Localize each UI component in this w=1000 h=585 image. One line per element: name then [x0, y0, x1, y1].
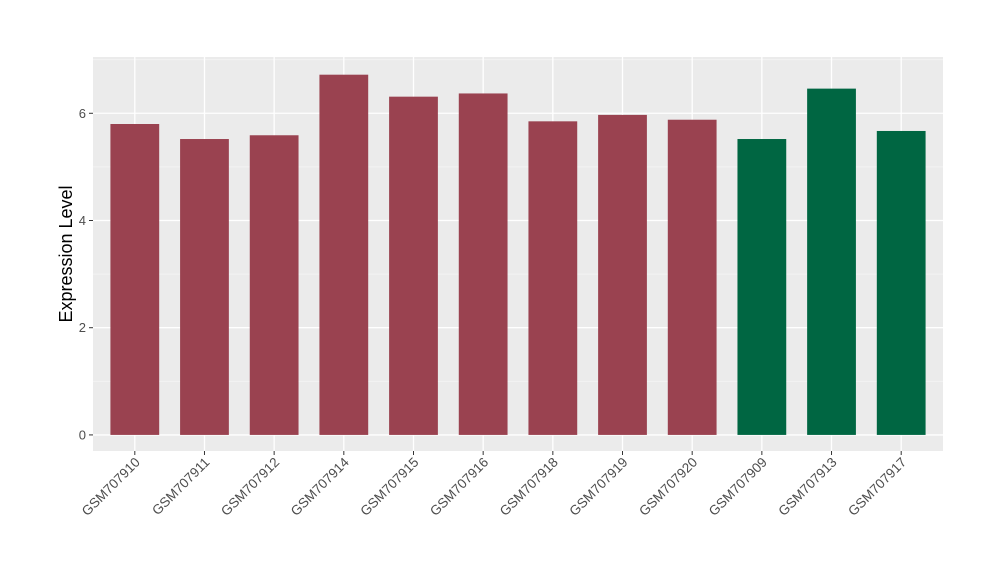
y-tick-label: 2 [79, 320, 86, 335]
bar-GSM707909 [737, 139, 787, 435]
bar-GSM707914 [319, 74, 369, 435]
y-tick-label: 0 [79, 427, 86, 442]
bar-GSM707915 [389, 96, 438, 435]
x-tick-label: GSM707916 [427, 455, 491, 519]
bar-GSM707912 [249, 135, 299, 435]
bar-GSM707920 [667, 119, 717, 435]
plot-panel [93, 57, 943, 451]
x-tick-label: GSM707917 [845, 455, 909, 519]
bars [110, 74, 926, 435]
bar-GSM707919 [598, 114, 647, 435]
x-tick-label: GSM707910 [79, 455, 143, 519]
x-tick-label: GSM707918 [497, 455, 561, 519]
bar-GSM707918 [528, 121, 578, 435]
x-tick-label: GSM707914 [288, 454, 353, 519]
y-tick-label: 6 [79, 106, 86, 121]
bar-GSM707916 [458, 93, 508, 435]
x-tick-label: GSM707911 [149, 455, 213, 519]
y-axis: 0 2 4 6 [79, 106, 93, 442]
bar-GSM707911 [180, 139, 229, 435]
x-tick-label: GSM707915 [357, 455, 421, 519]
bar-GSM707917 [876, 130, 926, 435]
y-axis-label: Expression Level [56, 185, 76, 322]
x-tick-label: GSM707920 [636, 455, 700, 519]
y-tick-label: 4 [79, 213, 86, 228]
x-tick-label: GSM707912 [218, 455, 282, 519]
x-tick-label: GSM707919 [566, 455, 630, 519]
x-tick-label: GSM707909 [706, 455, 770, 519]
x-axis: GSM707910 GSM707911 GSM707912 GSM707914 GSM7… [79, 451, 909, 519]
x-tick-label: GSM707913 [775, 455, 839, 519]
bar-GSM707913 [807, 88, 856, 435]
bar-GSM707910 [110, 124, 160, 435]
